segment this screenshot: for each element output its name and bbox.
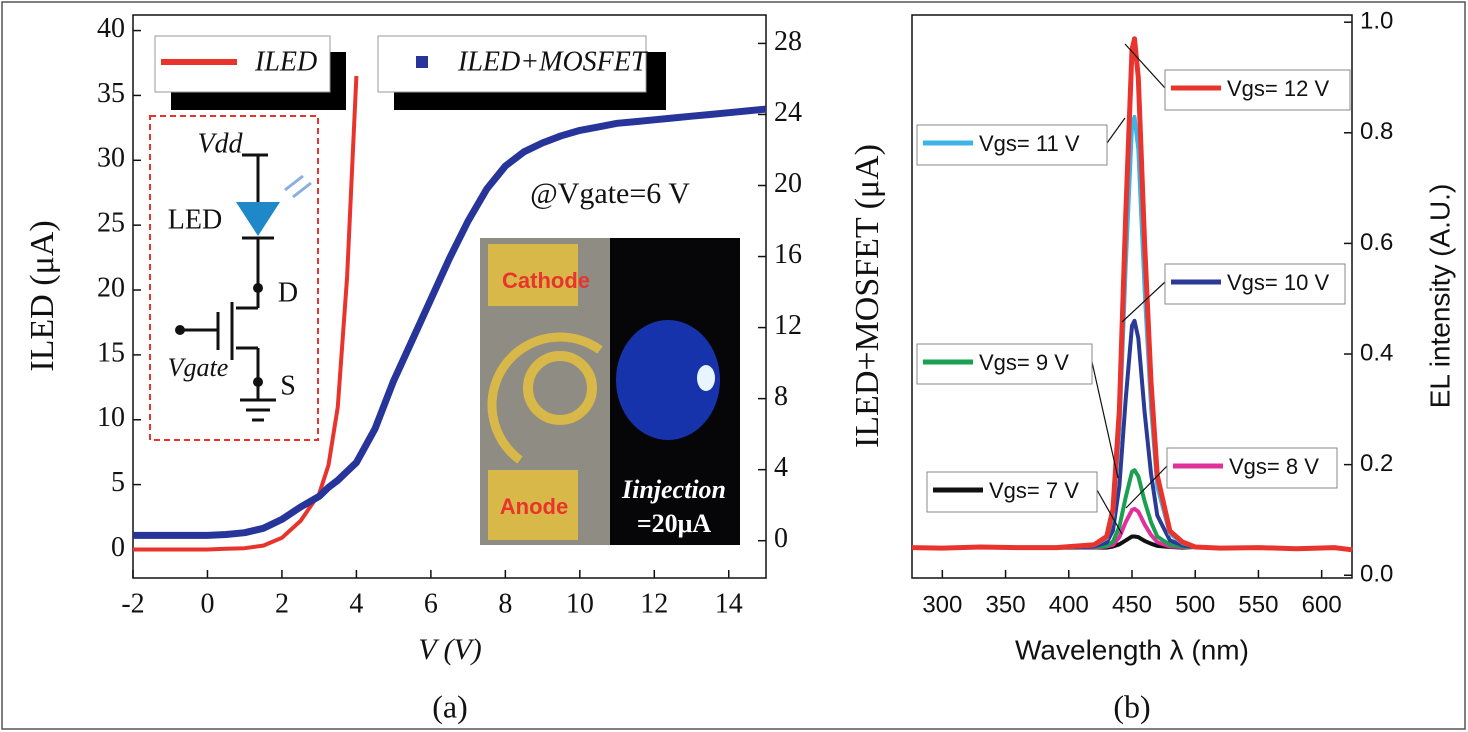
node	[253, 283, 263, 293]
ring	[487, 332, 603, 464]
y-tick-label: 20	[774, 168, 802, 199]
x-tick-label: 4	[349, 588, 363, 619]
series-line	[911, 506, 1353, 552]
series-line	[133, 105, 767, 539]
caption: (a)	[432, 688, 468, 724]
y-axis-label: ILED (μA)	[24, 220, 61, 371]
y-tick-label: 16	[774, 239, 802, 270]
legend-label: Vgs= 7 V	[989, 478, 1079, 503]
leader-line	[1121, 281, 1166, 323]
legend-label: ILED	[254, 46, 317, 77]
leader-line	[1125, 465, 1168, 509]
circuit-inset	[149, 115, 319, 441]
series-line	[133, 75, 359, 552]
emission	[616, 320, 720, 440]
y-tick-label: 4	[774, 452, 788, 483]
x-tick-label: -2	[121, 588, 144, 619]
photo-label: =20μA	[637, 509, 712, 538]
node	[175, 325, 185, 335]
annotation: @Vgate=6 V	[530, 177, 690, 210]
y-tick-label: 15	[97, 337, 125, 368]
leader-line	[1091, 361, 1119, 479]
y-tick-label: 0	[774, 523, 788, 554]
x-tick-label: 12	[640, 588, 668, 619]
x-tick-label: 600	[1302, 591, 1342, 618]
panel-b: Wavelength λ (nm) EL intensity (A.U.) (b…	[911, 8, 1455, 724]
y-tick-label: 24	[774, 97, 802, 128]
circuit-label: S	[280, 370, 296, 401]
y-tick-label: 5	[111, 467, 125, 498]
pad	[488, 470, 578, 540]
x-tick-label: 14	[715, 588, 743, 619]
y-tick-label: 10	[97, 402, 125, 433]
series-line	[911, 36, 1353, 553]
circuit-label: LED	[168, 204, 222, 235]
x-tick-label: 500	[1175, 591, 1215, 618]
y-tick-label: 30	[97, 143, 125, 174]
x-tick-label: 8	[498, 588, 512, 619]
leader-line	[1096, 489, 1123, 535]
x-axis-label: Wavelength λ (nm)	[1015, 634, 1249, 665]
plot-area	[132, 14, 767, 579]
node	[253, 377, 263, 387]
y-tick-label: 35	[97, 78, 125, 109]
x-tick-label: 6	[424, 588, 438, 619]
legend-label: Vgs= 12 V	[1227, 76, 1329, 101]
y-tick-label: 28	[774, 26, 802, 57]
leader-line	[1124, 43, 1166, 89]
x-tick-label: 550	[1238, 591, 1278, 618]
ring	[523, 351, 597, 425]
x-tick-label: 0	[200, 588, 214, 619]
photo-label: Anode	[500, 494, 568, 519]
leader-line	[1106, 117, 1126, 144]
legend-label: Vgs= 8 V	[1229, 454, 1319, 479]
circuit-label: Vdd	[197, 128, 243, 159]
y-tick-label: 0.4	[1360, 339, 1393, 366]
legend-label: ILED+MOSFET	[457, 46, 649, 77]
x-tick-label: 450	[1112, 591, 1152, 618]
x-tick-label: 300	[922, 591, 962, 618]
pad	[488, 244, 578, 306]
y-tick-label: 1.0	[1360, 8, 1393, 35]
y-axis-label: EL intensity (A.U.)	[1424, 184, 1455, 409]
legend-label: Vgs= 11 V	[979, 131, 1080, 156]
y-tick-label: 25	[97, 208, 125, 239]
panel-a: V (V) ILED (μA) ILED+MOSFET (μA) (a) @Vg…	[24, 13, 886, 724]
y-tick-label: 0.6	[1360, 229, 1393, 256]
legend-swatch	[416, 56, 428, 68]
y-tick-label: 0.0	[1360, 561, 1393, 588]
photo-label: Iinjection	[621, 475, 726, 504]
y-tick-label: 40	[97, 13, 125, 44]
y-tick-label: 20	[97, 272, 125, 303]
x-tick-label: 350	[986, 591, 1026, 618]
circuit-label: D	[278, 277, 298, 308]
x-tick-label: 400	[1049, 591, 1089, 618]
x-tick-label: 2	[275, 588, 289, 619]
y-tick-label: 0	[111, 532, 125, 563]
led-symbol	[236, 202, 280, 236]
emission	[697, 365, 715, 391]
x-axis-label: V (V)	[418, 633, 482, 666]
photo-label: Cathode	[502, 268, 590, 293]
x-tick-label: 10	[566, 588, 594, 619]
y-tick-label: 8	[774, 381, 788, 412]
caption: (b)	[1113, 688, 1150, 724]
y-tick-label: 0.2	[1360, 450, 1393, 477]
legend-label: Vgs= 10 V	[1227, 270, 1329, 295]
legend-label: Vgs= 9 V	[979, 350, 1069, 375]
y2-axis-label: ILED+MOSFET (μA)	[849, 144, 886, 448]
y-tick-label: 12	[774, 310, 802, 341]
y-tick-label: 0.8	[1360, 118, 1393, 145]
circuit-label: Vgate	[168, 353, 229, 382]
